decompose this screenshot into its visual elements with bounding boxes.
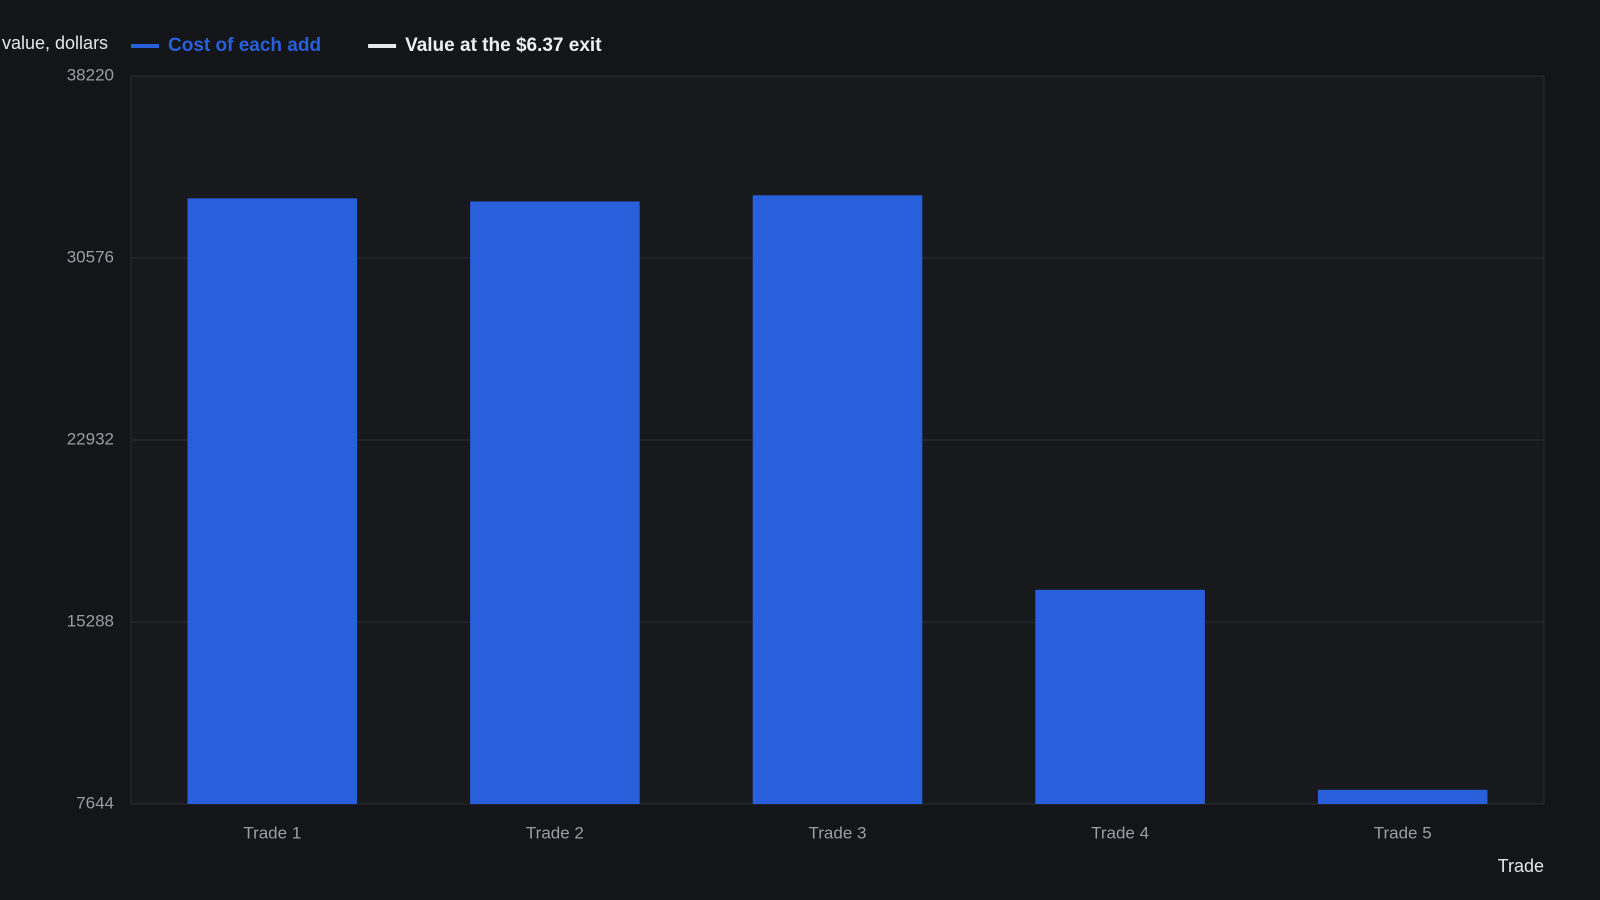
x-axis-label: Trade	[1498, 856, 1544, 876]
y-tick-label: 15288	[67, 611, 114, 630]
bar	[470, 201, 640, 804]
legend-label: Value at the $6.37 exit	[405, 35, 602, 56]
legend-label: Cost of each add	[168, 35, 321, 56]
y-tick-label: 38220	[67, 65, 114, 84]
bar	[752, 195, 923, 805]
x-tick-label: Trade 2	[526, 823, 584, 842]
x-tick-label: Trade 1	[243, 823, 301, 842]
y-tick-label: 7644	[76, 793, 114, 812]
bar	[1035, 589, 1205, 804]
x-tick-label: Trade 3	[809, 823, 867, 842]
x-tick-label: Trade 4	[1091, 823, 1149, 842]
y-tick-label: 22932	[67, 429, 114, 448]
bar	[187, 198, 358, 804]
bar	[1317, 789, 1488, 804]
y-tick-label: 30576	[67, 247, 114, 266]
y-axis-label: value, dollars	[2, 33, 108, 53]
x-tick-label: Trade 5	[1374, 823, 1432, 842]
